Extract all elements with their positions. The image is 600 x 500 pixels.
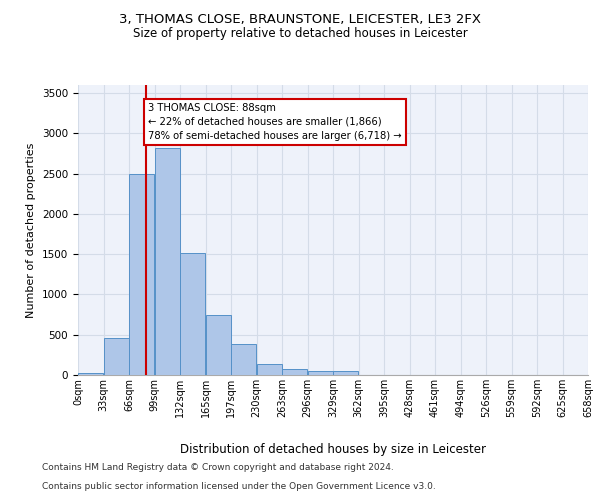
Text: Contains HM Land Registry data © Crown copyright and database right 2024.: Contains HM Land Registry data © Crown c…	[42, 464, 394, 472]
Text: 3 THOMAS CLOSE: 88sqm
← 22% of detached houses are smaller (1,866)
78% of semi-d: 3 THOMAS CLOSE: 88sqm ← 22% of detached …	[148, 102, 402, 141]
Bar	[282, 369, 307, 375]
Bar	[104, 338, 129, 375]
Bar	[155, 148, 180, 375]
Bar	[257, 364, 282, 375]
Bar	[333, 370, 358, 375]
Text: Size of property relative to detached houses in Leicester: Size of property relative to detached ho…	[133, 28, 467, 40]
Bar	[308, 370, 333, 375]
Text: Contains public sector information licensed under the Open Government Licence v3: Contains public sector information licen…	[42, 482, 436, 491]
Bar	[78, 373, 103, 375]
Bar	[205, 314, 231, 375]
Bar	[129, 174, 154, 375]
Bar	[180, 254, 205, 375]
Text: Distribution of detached houses by size in Leicester: Distribution of detached houses by size …	[180, 442, 486, 456]
Text: 3, THOMAS CLOSE, BRAUNSTONE, LEICESTER, LE3 2FX: 3, THOMAS CLOSE, BRAUNSTONE, LEICESTER, …	[119, 12, 481, 26]
Bar	[231, 344, 256, 375]
Y-axis label: Number of detached properties: Number of detached properties	[26, 142, 37, 318]
